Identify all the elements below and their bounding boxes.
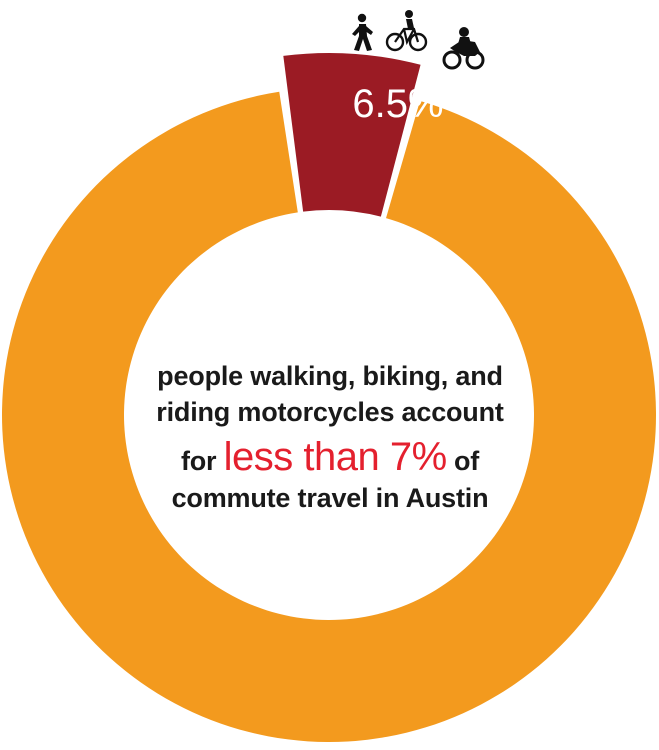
center-line-2: riding motorcycles account <box>156 397 504 427</box>
slices <box>1 53 656 743</box>
center-line-3-prefix: for <box>180 446 224 476</box>
slice-other <box>1 91 656 743</box>
bicycle-icon <box>385 10 428 52</box>
highlight-less-than-7-percent: less than 7% <box>223 435 448 479</box>
center-line-1: people walking, biking, and <box>157 361 503 391</box>
slice-data-label-6-5: 6.5% <box>352 82 443 126</box>
motorcycle-icon <box>442 27 485 70</box>
center-message: people walking, biking, and riding motor… <box>120 358 540 516</box>
pedestrian-icon <box>352 13 373 51</box>
center-line-4: commute travel in Austin <box>171 483 489 513</box>
slice-walking-biking-motorcycles <box>283 53 421 217</box>
center-line-3-suffix: of <box>446 446 480 476</box>
center-line-3: for less than 7% of <box>120 432 540 486</box>
